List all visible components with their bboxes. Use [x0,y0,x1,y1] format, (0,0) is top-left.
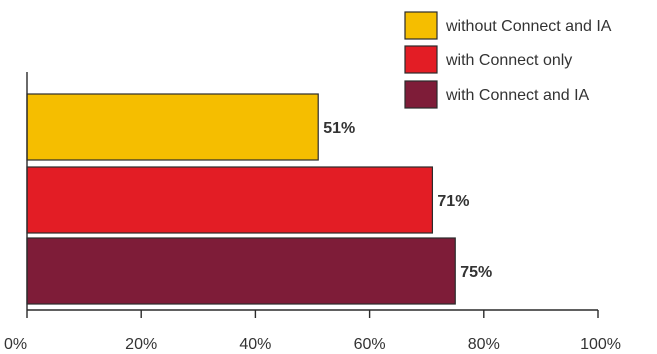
legend-label: with Connect only [445,52,572,69]
x-tick-label: 80% [468,336,500,353]
data-label: 75% [460,264,492,281]
bar [26,93,319,161]
x-tick-label: 40% [239,336,271,353]
axes: 0% 20% 40% 60% 80% 100% [4,72,621,353]
bar [26,237,456,305]
legend-swatch [404,80,438,109]
data-label: 51% [323,120,355,137]
bars: 51% 71% 75% [26,93,492,305]
legend-swatch [404,11,438,40]
legend-label: without Connect and IA [445,18,612,35]
x-tick-label: 100% [580,336,621,353]
x-tick-label: 20% [125,336,157,353]
bar [26,166,434,234]
data-label: 71% [437,193,469,210]
x-tick-label: 0% [4,336,27,353]
legend: without Connect and IA with Connect only w… [404,11,612,109]
x-tick-label: 60% [354,336,386,353]
legend-swatch [404,45,438,74]
legend-label: with Connect and IA [445,87,590,104]
